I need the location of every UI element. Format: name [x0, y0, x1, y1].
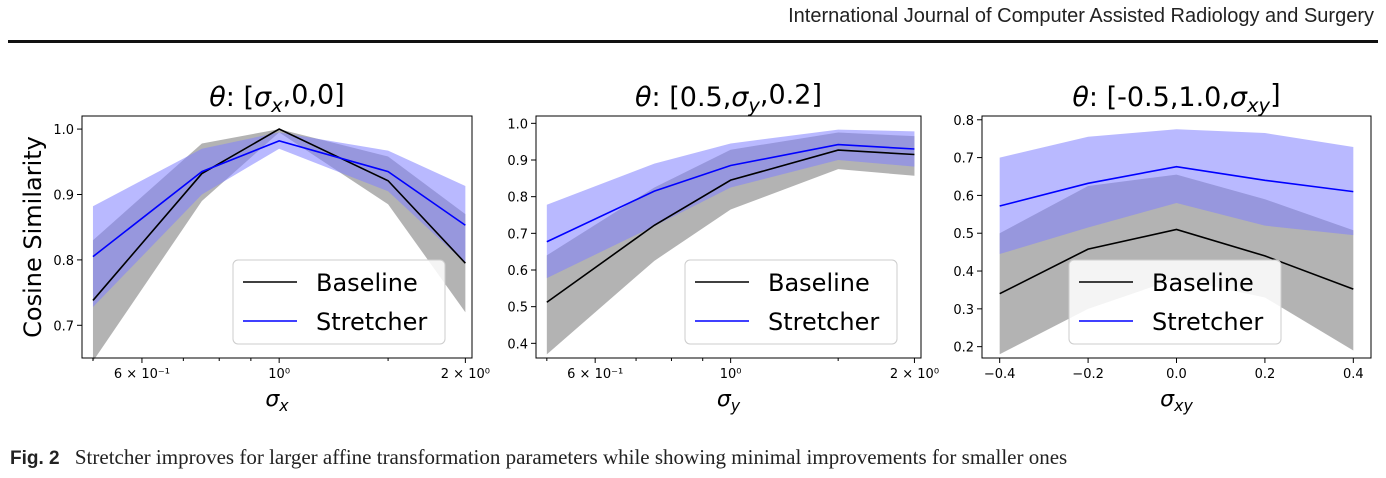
- stretcher-band: [999, 129, 1354, 255]
- baseline-line: [92, 128, 466, 301]
- y-tick-label: 0.9: [53, 188, 74, 203]
- x-tick-label: 10⁰: [720, 367, 742, 382]
- x-tick-label: 2 × 10⁰: [890, 367, 939, 382]
- y-tick-label: 0.6: [507, 264, 528, 279]
- legend-box: [684, 259, 898, 345]
- journal-header: International Journal of Computer Assist…: [788, 5, 1374, 27]
- x-axis-label: σxy: [1160, 387, 1193, 415]
- legend-box: [232, 259, 446, 345]
- y-tick-label: 1.0: [53, 123, 74, 138]
- y-tick-label: 0.4: [507, 337, 528, 352]
- x-tick-label: 6 × 10⁻¹: [114, 367, 170, 382]
- legend: Baseline Stretcher: [1068, 259, 1282, 345]
- stretcher-line: [546, 143, 915, 243]
- stretcher-legend-label: Stretcher: [316, 308, 427, 336]
- x-tick-label: 0.2: [1255, 367, 1276, 382]
- baseline-legend-label: Baseline: [1152, 269, 1254, 297]
- y-tick-label: 0.9: [507, 154, 528, 169]
- y-tick-label: 0.8: [953, 114, 974, 129]
- x-tick-label: 2 × 10⁰: [441, 367, 490, 382]
- x-tick-label: 0.4: [1343, 367, 1364, 382]
- axes-frame: [81, 115, 473, 359]
- stretcher-line: [92, 140, 466, 258]
- stretcher-band: [92, 132, 466, 307]
- figure-caption-label: Fig. 2: [10, 448, 60, 469]
- legend: Baseline Stretcher: [684, 259, 898, 345]
- x-tick-label: 0.0: [1166, 367, 1187, 382]
- y-tick-label: 0.8: [507, 191, 528, 206]
- chart-panel-2: 0.4 0.5 0.6 0.7 0.8 0.9 1.0 6 × 10⁻¹ 10⁰ 2 × 10⁰ θ…: [507, 80, 939, 415]
- y-tick-label: 0.8: [53, 254, 74, 269]
- y-tick-label: 0.7: [507, 227, 528, 242]
- legend: Baseline Stretcher: [232, 259, 446, 345]
- y-tick-label: 0.6: [953, 189, 974, 204]
- stretcher-band: [546, 129, 915, 279]
- x-tick-label: −0.2: [1072, 367, 1104, 382]
- figure-caption-text: Stretcher improves for larger affine tra…: [74, 445, 1068, 469]
- chart-title: θ: [-0.5,1.0,σxy]: [1072, 80, 1280, 117]
- y-tick-label: 0.7: [953, 152, 974, 167]
- baseline-line: [999, 228, 1354, 295]
- x-tick-label: 10⁰: [268, 367, 290, 382]
- y-tick-label: 0.5: [953, 227, 974, 242]
- y-tick-label: 1.0: [507, 117, 528, 132]
- x-tick-label: −0.4: [984, 367, 1016, 382]
- axes-frame: [535, 115, 922, 359]
- baseline-line: [546, 149, 915, 303]
- stretcher-legend-label: Stretcher: [768, 308, 879, 336]
- y-tick-label: 0.2: [953, 341, 974, 356]
- stretcher-legend-label: Stretcher: [1152, 308, 1263, 336]
- x-axis-label: σx: [265, 387, 289, 415]
- stretcher-line: [999, 165, 1354, 207]
- header-rule: [8, 40, 1378, 43]
- x-tick-label: 6 × 10⁻¹: [567, 367, 623, 382]
- y-tick-label: 0.7: [53, 319, 74, 334]
- chart-title: θ: [σx,0,0]: [209, 80, 344, 117]
- y-tick-label: 0.5: [507, 301, 528, 316]
- legend-box: [1068, 259, 1282, 345]
- y-axis-label: Cosine Similarity: [19, 136, 47, 338]
- figure: 0.7 0.8 0.9 1.0 6 × 10⁻¹ 10⁰ 2 × 10⁰ θ: [σx,0,0…: [19, 80, 1372, 415]
- baseline-legend-label: Baseline: [316, 269, 418, 297]
- chart-panel-1: 0.7 0.8 0.9 1.0 6 × 10⁻¹ 10⁰ 2 × 10⁰ θ: [σx,0,0…: [19, 80, 490, 415]
- baseline-legend-label: Baseline: [768, 269, 870, 297]
- y-tick-label: 0.3: [953, 303, 974, 318]
- chart-panel-3: 0.2 0.3 0.4 0.5 0.6 0.7 0.8 −0.4 −0.2 0.0 0.2 0.4 θ:…: [953, 80, 1372, 415]
- figure-caption: Fig. 2 Stretcher improves for larger aff…: [10, 445, 1067, 470]
- y-tick-label: 0.4: [953, 265, 974, 280]
- x-axis-label: σy: [717, 387, 741, 415]
- chart-title: θ: [0.5,σy,0.2]: [635, 80, 822, 117]
